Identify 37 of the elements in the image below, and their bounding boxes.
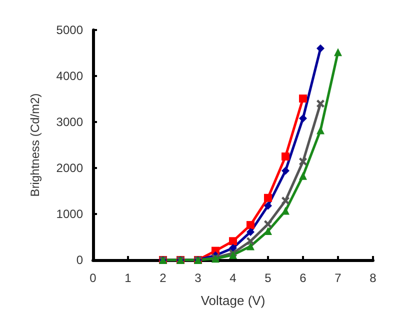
point	[264, 194, 272, 202]
point	[282, 206, 290, 215]
point	[334, 48, 342, 56]
point	[229, 237, 237, 246]
y-axis-title: Brightness (Cd/m2)	[28, 93, 42, 197]
y-tick-label: 3000	[56, 115, 84, 129]
point	[316, 44, 324, 52]
y-tick-label: 1000	[56, 207, 84, 221]
point	[316, 100, 324, 108]
y-tick-label: 2000	[56, 161, 84, 175]
point	[282, 152, 290, 160]
point	[299, 114, 307, 122]
x-tick-label: 4	[230, 271, 237, 285]
x-tick-label: 1	[124, 271, 132, 285]
point	[264, 202, 272, 210]
x-tick-label: 3	[194, 271, 202, 285]
x-axis-title: Voltage (V)	[200, 293, 266, 308]
x-tick-label: 2	[160, 271, 167, 285]
point	[282, 196, 290, 205]
point	[316, 126, 324, 134]
y-tick-label: 5000	[56, 23, 84, 37]
x-tick-label: 6	[300, 271, 307, 285]
x-tick-label: 5	[264, 271, 272, 285]
point	[282, 166, 290, 175]
point	[246, 237, 254, 246]
point	[299, 172, 307, 180]
y-tick-label: 0	[76, 253, 84, 267]
y-tick-label: 4000	[56, 69, 84, 83]
x-tick-label: 0	[90, 271, 97, 285]
x-tick-label: 8	[370, 271, 377, 285]
point	[299, 94, 307, 103]
point	[246, 242, 254, 250]
point	[246, 228, 254, 236]
point	[299, 158, 307, 166]
point	[264, 220, 272, 228]
point	[246, 221, 254, 230]
x-tick-label: 7	[334, 271, 342, 285]
